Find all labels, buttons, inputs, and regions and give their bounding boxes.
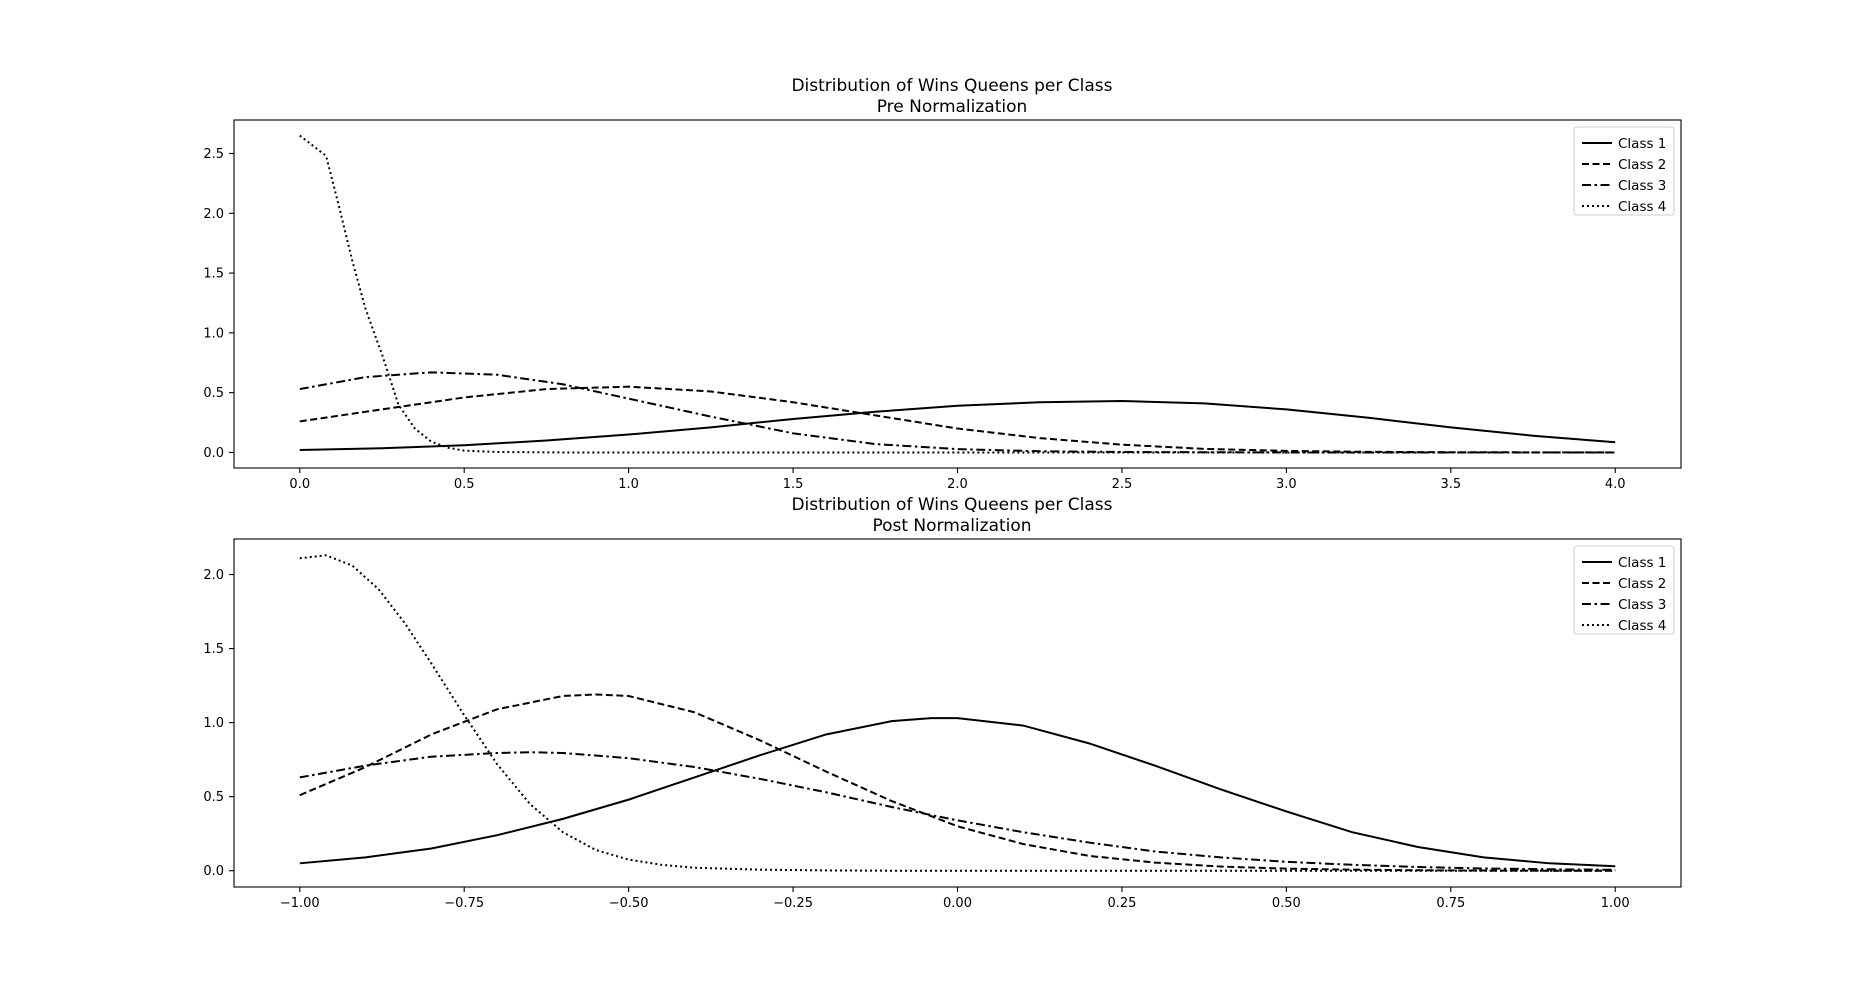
y-tick-label: 1.5: [203, 642, 224, 657]
chart-subtitle: Post Normalization: [872, 516, 1031, 536]
y-tick-label: 1.5: [203, 267, 224, 282]
legend-box: [1573, 545, 1675, 635]
x-tick-label: 0.00: [943, 896, 972, 911]
y-tick-label: 1.0: [203, 716, 224, 731]
x-axis-ticks: −1.00 −0.75 −0.50 −0.25 0.00 0.25 0.50 0.75 1.00: [280, 887, 1630, 911]
legend-label: Class 1: [1618, 136, 1666, 152]
series-line-1: [299, 400, 1616, 452]
series-line-4: [299, 554, 1616, 872]
x-tick-label: 0.25: [1107, 896, 1136, 911]
legend-label: Class 1: [1618, 555, 1666, 571]
x-tick-label: 3.0: [1276, 477, 1297, 492]
x-tick-label: −0.50: [609, 896, 649, 911]
x-tick-label: 0.50: [1272, 896, 1301, 911]
y-tick-label: 2.0: [203, 207, 224, 222]
chart-title: Distribution of Wins Queens per Class: [791, 76, 1112, 96]
x-tick-label: 4.0: [1605, 477, 1626, 492]
y-tick-label: 0.5: [203, 386, 224, 401]
legend: Class 1 Class 2 Class 3 Class 4: [1573, 545, 1675, 635]
y-tick-label: 1.0: [203, 326, 224, 341]
y-tick-label: 0.0: [203, 864, 224, 879]
y-tick-label: 2.5: [203, 147, 224, 162]
x-tick-label: 1.0: [618, 477, 639, 492]
series-line-1: [299, 717, 1616, 868]
series-line-2: [299, 385, 1616, 454]
x-tick-label: 2.0: [947, 477, 968, 492]
x-axis-ticks: 0.0 0.5 1.0 1.5 2.0 2.5 3.0 3.5 4.0: [289, 468, 1626, 492]
y-axis-ticks: 0.0 0.5 1.0 1.5 2.0 2.5: [203, 147, 234, 461]
chart-title: Distribution of Wins Queens per Class: [791, 495, 1112, 515]
x-tick-label: 0.0: [289, 477, 310, 492]
legend: Class 1 Class 2 Class 3 Class 4: [1573, 126, 1675, 216]
legend-label: Class 4: [1618, 199, 1666, 215]
x-tick-label: 2.5: [1112, 477, 1133, 492]
legend-label: Class 3: [1618, 178, 1666, 194]
series-layer: [299, 134, 1616, 454]
y-axis-ticks: 0.0 0.5 1.0 1.5 2.0: [203, 568, 234, 879]
legend-label: Class 3: [1618, 597, 1666, 613]
chart-subtitle: Pre Normalization: [877, 97, 1028, 117]
x-tick-label: 1.5: [783, 477, 804, 492]
series-line-3: [299, 371, 1616, 454]
y-tick-label: 2.0: [203, 568, 224, 583]
x-tick-label: 3.5: [1440, 477, 1461, 492]
x-tick-label: 0.75: [1436, 896, 1465, 911]
series-line-4: [299, 134, 1616, 454]
x-tick-label: −1.00: [280, 896, 320, 911]
x-tick-label: −0.25: [773, 896, 813, 911]
chart-post-normalization: Distribution of Wins Queens per Class Po…: [203, 495, 1682, 911]
legend-label: Class 4: [1618, 618, 1666, 634]
legend-label: Class 2: [1618, 576, 1666, 592]
legend-box: [1573, 126, 1675, 216]
x-tick-label: 0.5: [454, 477, 475, 492]
series-line-3: [299, 751, 1616, 871]
chart-pre-normalization: Distribution of Wins Queens per Class Pr…: [203, 76, 1682, 492]
y-tick-label: 0.0: [203, 446, 224, 461]
y-tick-label: 0.5: [203, 790, 224, 805]
series-layer: [299, 554, 1616, 872]
legend-label: Class 2: [1618, 157, 1666, 173]
x-tick-label: −0.75: [444, 896, 484, 911]
x-tick-label: 1.00: [1601, 896, 1630, 911]
